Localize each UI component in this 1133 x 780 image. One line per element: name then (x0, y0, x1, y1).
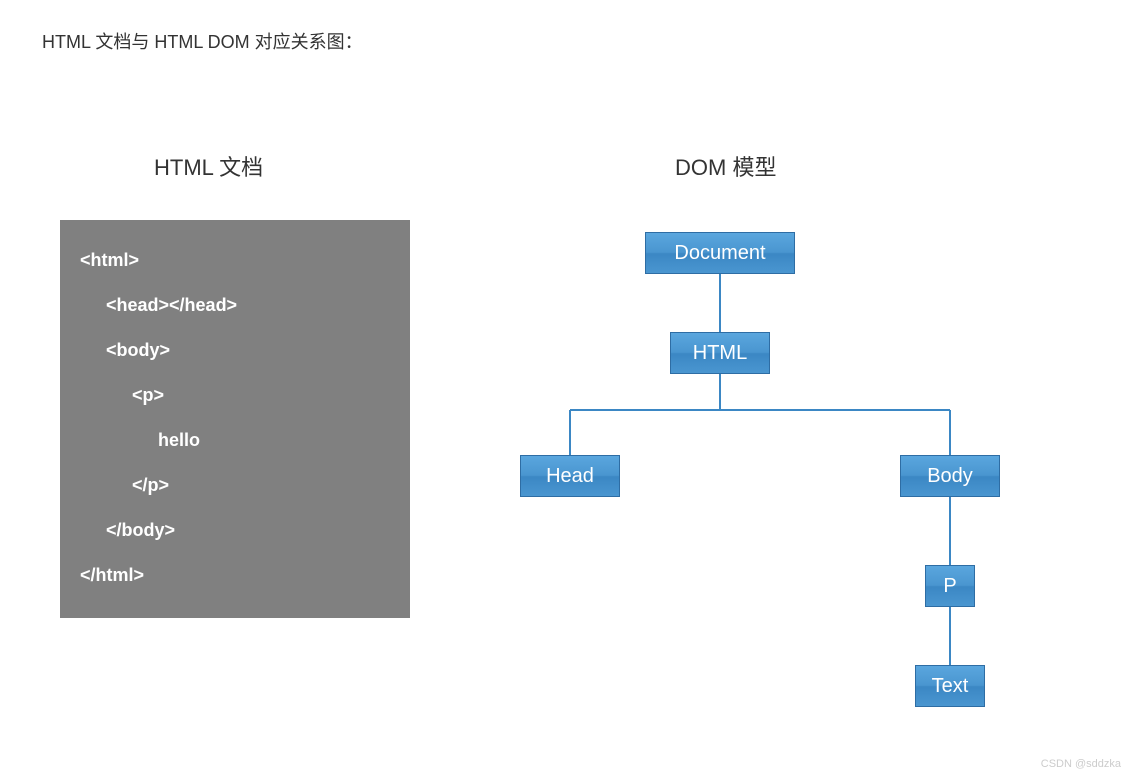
code-line: <body> (80, 328, 390, 373)
tree-edge (569, 410, 571, 455)
tree-edge (570, 409, 720, 411)
left-column-title: HTML 文档 (154, 150, 263, 182)
page-title: HTML 文档与 HTML DOM 对应关系图： (42, 28, 363, 54)
tree-edge (720, 409, 950, 411)
tree-node-html: HTML (670, 332, 770, 374)
tree-edge (949, 497, 951, 565)
right-column-title: DOM 模型 (675, 150, 776, 182)
code-line: </html> (80, 553, 390, 598)
tree-node-p: P (925, 565, 975, 607)
tree-node-document: Document (645, 232, 795, 274)
tree-node-head: Head (520, 455, 620, 497)
tree-edge (719, 274, 721, 332)
code-line: <html> (80, 238, 390, 283)
code-line: </p> (80, 463, 390, 508)
code-line: <p> (80, 373, 390, 418)
tree-node-body: Body (900, 455, 1000, 497)
code-line: hello (80, 418, 390, 463)
code-line: <head></head> (80, 283, 390, 328)
tree-edge (719, 374, 721, 410)
watermark: CSDN @sddzka (1041, 758, 1121, 770)
code-line: </body> (80, 508, 390, 553)
tree-node-text: Text (915, 665, 985, 707)
html-source-code-box: <html><head></head><body><p>hello</p></b… (60, 220, 410, 618)
tree-edge (949, 410, 951, 455)
tree-edge (949, 607, 951, 665)
